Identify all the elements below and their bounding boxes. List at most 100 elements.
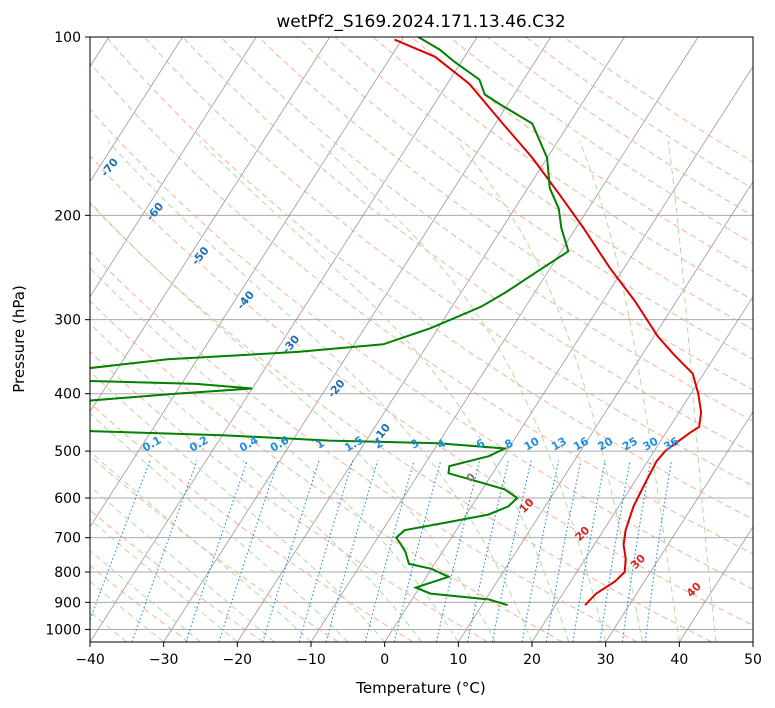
moist-adiabat-label: -40 [234,288,257,312]
dry-adiabat-line [525,37,753,190]
x-tick-label: −10 [296,652,326,668]
moist-adiabat-line [107,140,533,642]
dry-adiabat-label: 40 [684,580,704,600]
x-tick-label: 0 [380,652,389,668]
mixing-ratio-line [185,460,248,642]
dry-adiabat-line [449,37,753,244]
moist-adiabat-label: -60 [144,200,167,224]
dry-adiabat-label: 30 [628,552,648,572]
background-lines [90,37,753,642]
mixing-ratio-line [393,460,442,642]
x-tick-label: 20 [523,652,541,668]
y-tick-label: 900 [54,595,81,611]
moist-adiabat-line [90,201,496,642]
line-labels: 0.10.20.40.611.52346810131620253036-100-… [8,67,704,600]
dry-adiabat-line [182,37,753,454]
mixing-ratio-line [364,460,415,642]
y-tick-label: 1000 [45,622,81,638]
y-tick-label: 800 [54,565,81,581]
mixing-ratio-line [435,460,481,642]
moist-adiabat-line [199,140,570,642]
mixing-ratio-line [572,460,606,642]
isotherm-line [236,37,625,642]
dry-adiabat-line [487,37,753,217]
axes: −40 −30 −20 −10 0 10 20 30 40 5010020030040050060… [45,30,762,668]
isotherm-line [457,180,753,642]
moist-adiabat-label: -70 [98,155,121,179]
moist-adiabat-label: -80 [53,111,76,135]
y-tick-label: 300 [54,313,81,329]
dewpoint-profile-line [90,37,570,607]
dry-adiabat-line [105,37,753,520]
dry-adiabat-line [90,202,712,642]
y-axis-label: Pressure (hPa) [10,285,28,393]
dry-adiabat-line [90,108,753,590]
plot-frame [89,36,754,643]
moist-adiabat-line [90,323,422,642]
dry-adiabat-label: 20 [572,524,592,544]
x-tick-label: 40 [670,652,688,668]
dry-adiabat-line [90,509,264,642]
isotherm-line [90,37,331,413]
isotherm-line [90,37,404,528]
dry-adiabat-line [90,251,638,642]
mixing-ratio-line [90,460,151,622]
x-tick-label: −20 [223,652,253,668]
moist-adiabat-line [90,485,275,642]
mixing-ratio-line [545,460,582,642]
dry-adiabat-line [334,37,753,331]
y-tick-label: 700 [54,531,81,547]
mixing-ratio-label: 3 [408,437,421,452]
x-tick-label: 30 [597,652,615,668]
dry-adiabat-line [220,37,753,422]
moist-adiabat-line [90,518,238,642]
moist-adiabat-line [90,549,201,642]
mixing-ratio-line [521,460,560,642]
mixing-ratio-line [621,460,652,642]
moist-adiabat-line [456,140,643,642]
isotherm-line [678,526,753,642]
y-tick-label: 500 [54,444,81,460]
isotherm-line [90,37,257,298]
mixing-ratio-line [466,460,509,642]
y-tick-label: 600 [54,491,81,507]
temperature-profile-line [394,38,703,606]
dry-adiabat-line [258,37,753,391]
chart-title: wetPf2_S169.2024.171.13.46.C32 [276,12,565,32]
dry-adiabat-line [296,37,753,360]
dry-adiabat-line [90,565,190,642]
mixing-ratio-line [262,460,320,642]
isotherm-line [90,37,478,642]
y-tick-label: 200 [54,208,81,224]
mixing-ratio-line [599,460,631,642]
mixing-ratio-label: 6 [474,436,487,451]
y-tick-label: 100 [54,30,81,46]
mixing-ratio-line [644,460,673,642]
moist-adiabat-label: -90 [8,67,31,91]
isotherm-line [384,65,753,642]
y-tick-label: 400 [54,387,81,403]
isotherm-line [605,411,753,642]
profile-lines [90,37,703,607]
isotherm-line [90,37,183,183]
x-tick-label: −30 [149,652,179,668]
dry-adiabat-line [90,402,414,642]
isotherm-line [531,295,753,642]
moist-adiabat-line [90,450,312,642]
dry-adiabat-line [90,62,753,555]
mixing-ratio-line [298,460,354,642]
moist-adiabat-line [90,580,164,642]
mixing-ratio-line [491,460,532,642]
moist-adiabat-line [667,141,717,642]
mixing-ratio-label: 1 [314,437,327,452]
moist-adiabat-line [317,140,607,642]
dry-adiabat-line [563,37,753,163]
mixing-ratio-line [131,460,198,642]
dry-adiabat-line [144,37,753,487]
mixing-ratio-line [218,460,279,642]
mixing-ratio-line [325,460,379,642]
moist-adiabat-line [90,267,459,642]
moist-adiabat-line [90,370,386,642]
dry-adiabat-line [90,350,488,642]
